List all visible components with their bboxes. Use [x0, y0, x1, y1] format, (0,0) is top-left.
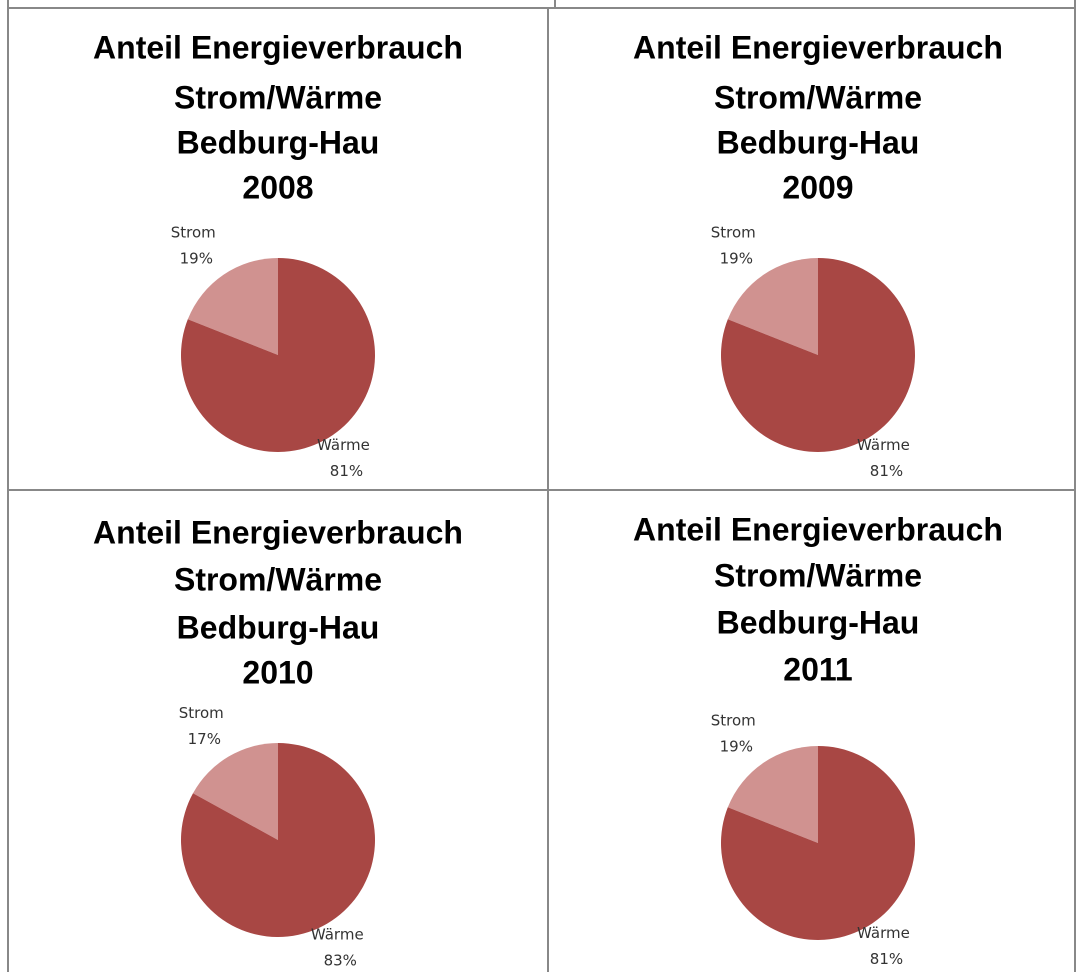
slice-label: Wärme	[857, 924, 910, 942]
chart-title: Bedburg-Hau	[177, 124, 380, 160]
slice-label: Wärme	[311, 925, 364, 943]
slice-value-label: 81%	[330, 462, 363, 480]
slice-label: Strom	[711, 711, 756, 729]
slice-value-label: 81%	[870, 950, 903, 968]
chart-title: Anteil Energieverbrauch	[633, 511, 1003, 547]
chart-title: Anteil Energieverbrauch	[633, 29, 1003, 65]
slice-label: Strom	[179, 704, 224, 722]
chart-title: 2011	[783, 651, 852, 687]
slice-label: Wärme	[857, 436, 910, 454]
pie-slice	[181, 258, 375, 452]
slice-value-label: 19%	[720, 249, 753, 267]
slice-label: Strom	[171, 223, 216, 241]
chart-title: Strom/Wärme	[714, 79, 922, 115]
chart-title: 2009	[782, 169, 853, 205]
slice-value-label: 19%	[720, 737, 753, 755]
pie-slice	[727, 258, 818, 355]
pie-slice	[727, 746, 818, 843]
slice-value-label: 19%	[180, 249, 213, 267]
slice-value-label: 81%	[870, 462, 903, 480]
pie-slice	[187, 258, 278, 355]
chart-title: Strom/Wärme	[714, 557, 922, 593]
chart-title: Anteil Energieverbrauch	[93, 514, 463, 550]
pie-slice	[721, 258, 916, 452]
chart-title: Strom/Wärme	[174, 79, 382, 115]
slice-label: Strom	[711, 223, 756, 241]
chart-title: 2008	[242, 169, 313, 205]
chart-title: Bedburg-Hau	[717, 124, 920, 160]
pie-slice	[180, 743, 375, 937]
pie-slice	[721, 746, 916, 940]
slice-value-label: 17%	[188, 730, 221, 748]
slice-value-label: 83%	[324, 951, 357, 969]
slice-label: Wärme	[317, 436, 370, 454]
chart-title: Anteil Energieverbrauch	[93, 29, 463, 65]
pie-slice	[192, 743, 278, 840]
chart-title: Bedburg-Hau	[717, 604, 920, 640]
chart-title: 2010	[242, 654, 313, 690]
chart-title: Strom/Wärme	[174, 561, 382, 597]
chart-title: Bedburg-Hau	[177, 609, 380, 645]
